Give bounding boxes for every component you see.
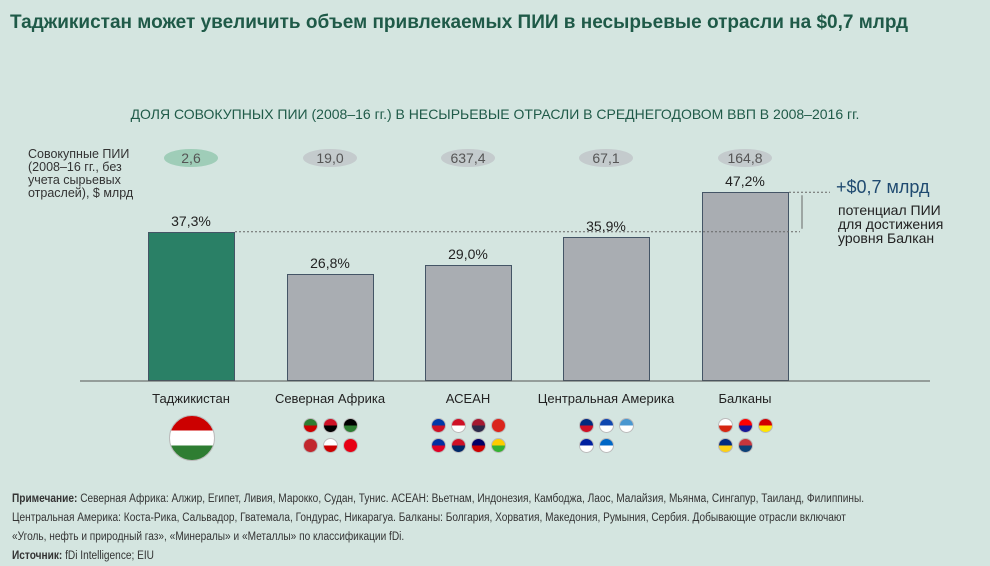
flag-icon bbox=[471, 438, 486, 453]
note-text: Северная Африка: Алжир, Египет, Ливия, М… bbox=[12, 493, 865, 543]
fdi-value: 164,8 bbox=[718, 149, 772, 167]
flag-icon bbox=[323, 418, 338, 433]
flag-icon bbox=[758, 418, 773, 433]
flag-icon bbox=[599, 418, 614, 433]
flag-icon bbox=[343, 438, 358, 453]
value-label: 35,9% bbox=[586, 218, 626, 235]
value-label: 37,3% bbox=[171, 212, 211, 229]
flag-icon bbox=[303, 418, 318, 433]
source-text: fDi Intelligence; EIU bbox=[62, 550, 154, 562]
flag-icon bbox=[169, 415, 215, 461]
value-label: 26,8% bbox=[310, 254, 350, 271]
fdi-value: 19,0 bbox=[303, 149, 357, 167]
fdi-value: 67,1 bbox=[579, 149, 633, 167]
flag-icon bbox=[471, 418, 486, 433]
annotation-text: потенциал ПИИ для достижения уровня Балк… bbox=[838, 202, 944, 246]
flag-icon bbox=[738, 418, 753, 433]
flag-icon bbox=[579, 418, 594, 433]
fdi-value: 637,4 bbox=[441, 149, 495, 167]
fdi-value: 2,6 bbox=[164, 149, 218, 167]
flag-icon bbox=[491, 418, 506, 433]
chart-lines bbox=[80, 191, 930, 382]
flag-icon bbox=[738, 438, 753, 453]
category-label: Северная Африка bbox=[274, 391, 386, 406]
category-label: Балканы bbox=[718, 391, 772, 406]
flag-icon bbox=[491, 438, 506, 453]
flag-icon bbox=[718, 438, 733, 453]
value-label: 29,0% bbox=[448, 246, 488, 262]
bar-0 bbox=[148, 231, 235, 381]
flag-icon bbox=[343, 418, 358, 433]
flag-icon bbox=[431, 438, 446, 453]
flag-icon bbox=[323, 438, 338, 453]
flag-icon bbox=[451, 438, 466, 453]
flag-icon bbox=[451, 418, 466, 433]
annotation-amount: +$0,7 млрд bbox=[836, 177, 930, 197]
bar-3 bbox=[563, 237, 650, 381]
flag-icon bbox=[619, 418, 634, 433]
bar-2 bbox=[425, 265, 512, 381]
flag-icon bbox=[718, 418, 733, 433]
chart-title: ДОЛЯ СОВОКУПНЫХ ПИИ (2008–16 гг.) В НЕСЫ… bbox=[130, 106, 860, 122]
page-title: Таджикистан может увеличить объем привле… bbox=[10, 12, 909, 33]
source-label: Источник: bbox=[12, 550, 63, 562]
flag-icon bbox=[579, 438, 594, 453]
flag-icon bbox=[431, 418, 446, 433]
bar-4 bbox=[702, 192, 789, 381]
category-label: Таджикистан bbox=[152, 391, 230, 406]
bar-1 bbox=[287, 273, 374, 381]
fdi-label: Совокупные ПИИ (2008–16 гг., без учета с… bbox=[28, 147, 134, 200]
footnote: Примечание: Северная Африка: Алжир, Егип… bbox=[12, 490, 866, 566]
note-label: Примечание: bbox=[12, 493, 78, 505]
flag-icon bbox=[303, 438, 318, 453]
flag-icon bbox=[599, 438, 614, 453]
category-label: Центральная Америка bbox=[537, 391, 675, 406]
value-label: 47,2% bbox=[725, 173, 765, 190]
category-label: АСЕАН bbox=[445, 391, 491, 406]
